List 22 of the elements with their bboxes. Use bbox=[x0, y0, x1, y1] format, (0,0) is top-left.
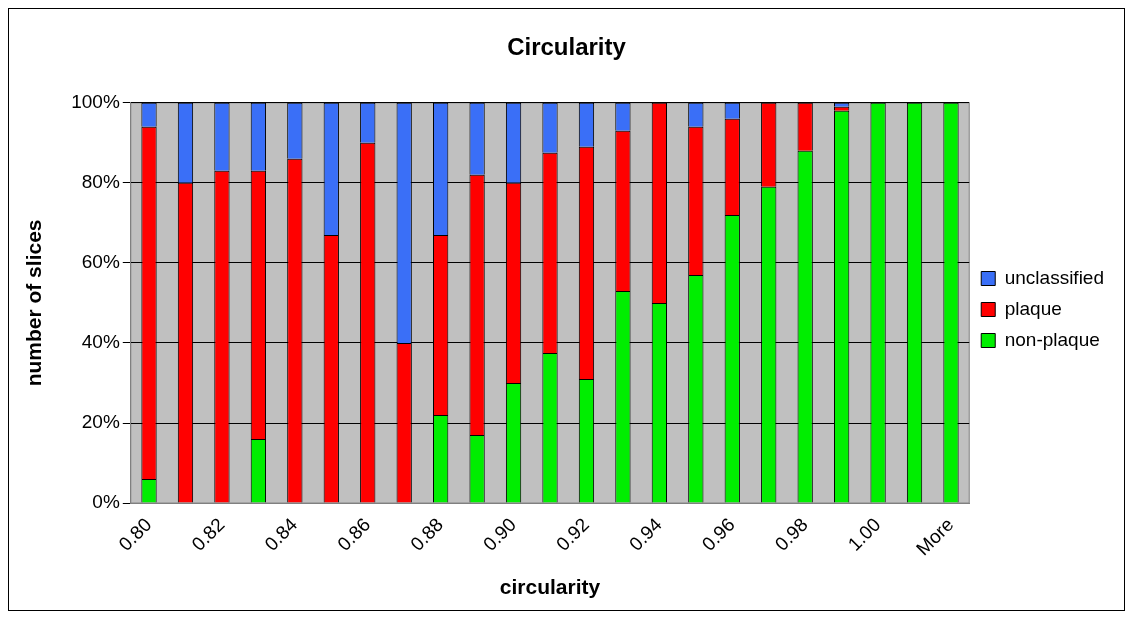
x-tick-label: 0.96 bbox=[697, 513, 739, 555]
y-tick-label: 0% bbox=[92, 491, 120, 513]
legend-label: plaque bbox=[1004, 297, 1062, 319]
x-tick-label: 0.86 bbox=[333, 513, 375, 555]
y-tick-label: 80% bbox=[81, 171, 120, 193]
x-tick-label: 0.84 bbox=[260, 513, 302, 555]
x-tick-label: 0.98 bbox=[770, 513, 812, 555]
x-tick-label: 0.94 bbox=[624, 513, 667, 555]
x-tick-label: 0.88 bbox=[406, 513, 448, 555]
x-tick-label: 0.92 bbox=[551, 513, 593, 555]
x-tick-label: 0.90 bbox=[479, 513, 521, 555]
y-tick-label: 20% bbox=[81, 411, 120, 433]
y-tick-label: 60% bbox=[81, 251, 120, 273]
x-tick-label: 0.80 bbox=[114, 513, 156, 555]
x-tick-label: 0.82 bbox=[187, 513, 229, 555]
legend-label: non-plaque bbox=[1004, 328, 1100, 350]
x-axis-title: circularity bbox=[499, 575, 601, 599]
y-axis-title: number of slices bbox=[22, 219, 46, 387]
y-tick-label: 100% bbox=[71, 91, 120, 113]
legend-label: unclassified bbox=[1004, 266, 1104, 288]
y-tick-label: 40% bbox=[81, 331, 120, 353]
chart-title: Circularity bbox=[507, 33, 627, 61]
